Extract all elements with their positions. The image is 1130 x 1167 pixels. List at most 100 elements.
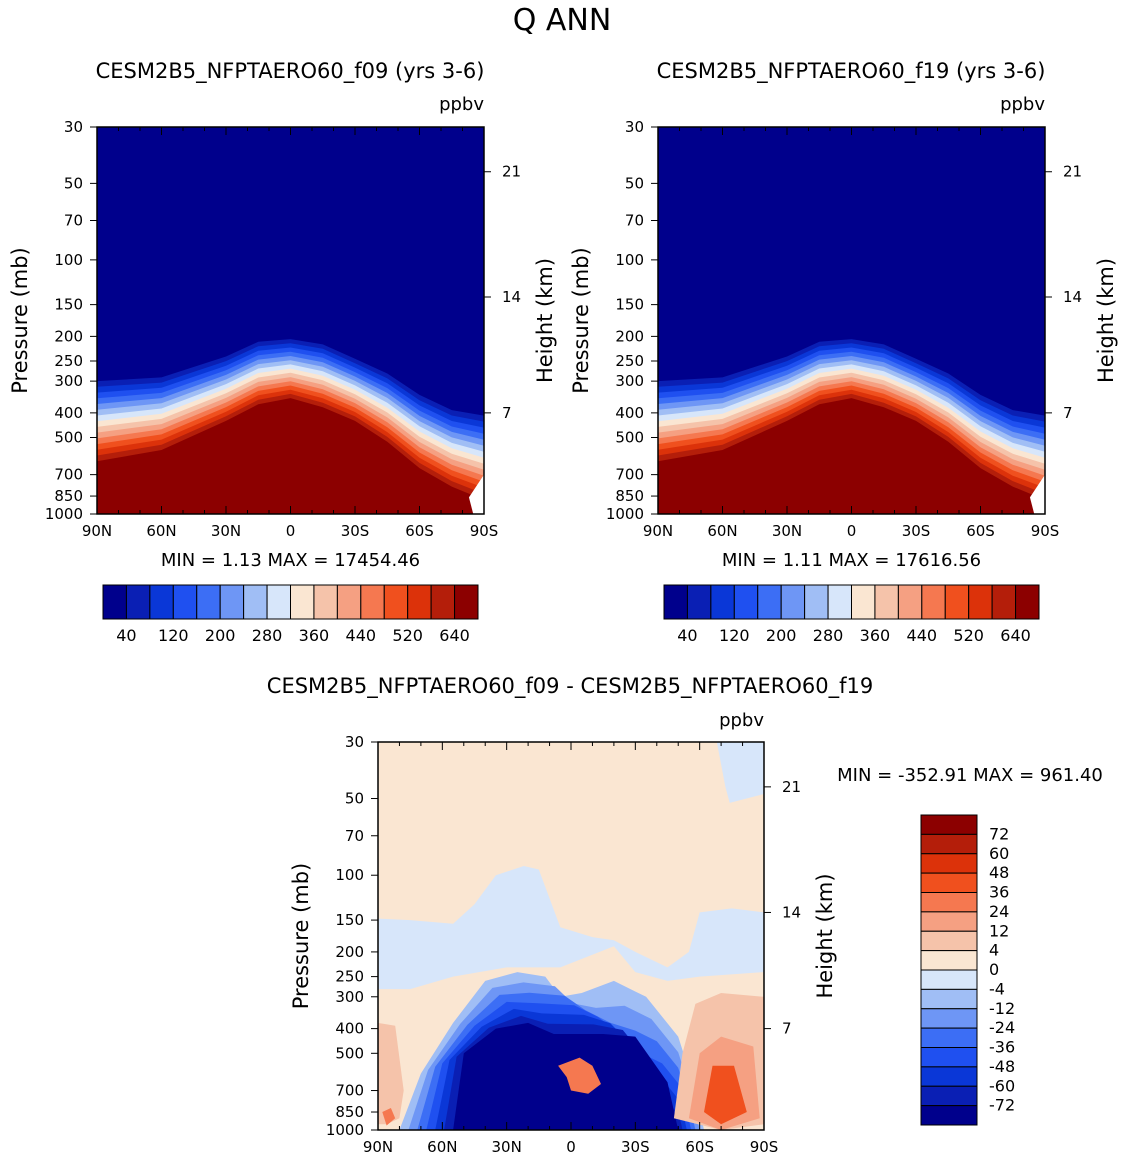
- colorbar-label: 280: [252, 626, 283, 645]
- y-axis-title: Pressure (mb): [8, 247, 32, 394]
- colorbar-label: 40: [116, 626, 136, 645]
- contour-level: [97, 398, 484, 514]
- y-tick-label: 400: [335, 1020, 364, 1038]
- y-tick-label: 300: [335, 988, 364, 1006]
- colorbar-box: [219, 584, 245, 620]
- colorbar-box: [710, 584, 735, 620]
- contour-level: [658, 398, 1045, 514]
- units-label: ppbv: [1000, 94, 1045, 115]
- y-tick-label: 50: [625, 174, 644, 192]
- y-tick-label: 150: [54, 296, 83, 314]
- y-tick-label: 500: [615, 429, 644, 447]
- height-tick-label: 21: [782, 778, 801, 796]
- y-tick-label: 100: [54, 251, 83, 269]
- colorbar-box: [851, 584, 876, 620]
- colorbar-box: [313, 584, 338, 620]
- colorbar-box: [920, 1105, 978, 1126]
- panel-title: CESM2B5_NFPTAERO60_f09 (yrs 3-6): [96, 59, 485, 84]
- y-tick-label: 700: [335, 1082, 364, 1100]
- colorbar-box: [290, 584, 315, 620]
- height-tick-label: 21: [502, 163, 521, 181]
- colorbar-label: 4: [989, 941, 999, 960]
- colorbar-label: 440: [346, 626, 377, 645]
- height-tick-label: 7: [502, 404, 512, 422]
- missing-data: [1029, 474, 1045, 514]
- y-tick-label: 30: [345, 733, 364, 751]
- colorbar-box: [920, 1027, 978, 1048]
- colorbar-label: 24: [989, 902, 1009, 921]
- colorbar-box: [874, 584, 899, 620]
- panel-right: CESM2B5_NFPTAERO60_f19 (yrs 3-6) ppbv 90N 6…: [569, 59, 1118, 645]
- y-tick-label: 400: [615, 404, 644, 422]
- x-tick-label: 90N: [82, 522, 112, 540]
- colorbar-box: [804, 584, 829, 620]
- contour-field: [97, 127, 484, 514]
- right-axis-title: Height (km): [1094, 258, 1118, 383]
- colorbar-label: 200: [766, 626, 797, 645]
- right-axis-title: Height (km): [813, 873, 837, 998]
- x-tick-label: 0: [286, 522, 296, 540]
- stats-text: MIN = 1.13 MAX = 17454.46: [161, 550, 420, 571]
- x-tick-label: 30S: [902, 522, 931, 540]
- y-tick-label: 50: [345, 790, 364, 808]
- x-tick-label: 90S: [750, 1138, 779, 1156]
- colorbar-box: [920, 930, 978, 952]
- colorbar-label: 0: [989, 960, 999, 979]
- y-tick-label: 250: [335, 968, 364, 986]
- colorbar-box: [921, 584, 946, 620]
- colorbar-box: [920, 833, 978, 855]
- y-tick-label: 100: [335, 866, 364, 884]
- y-tick-label: 500: [54, 429, 83, 447]
- x-tick-label: 30N: [211, 522, 241, 540]
- colorbar-box: [920, 1047, 978, 1068]
- colorbar-label: -60: [989, 1076, 1015, 1095]
- colorbar-label: -72: [989, 1096, 1015, 1115]
- units-label: ppbv: [439, 94, 484, 115]
- figure-title: Q ANN: [513, 3, 612, 38]
- colorbar-box: [897, 584, 923, 620]
- colorbar-box: [336, 584, 362, 620]
- positive-edge: [378, 1022, 404, 1125]
- colorbar-label: 36: [989, 883, 1009, 902]
- contour-field: [378, 742, 764, 1130]
- colorbar-box: [102, 584, 127, 620]
- y-tick-label: 1000: [326, 1121, 364, 1139]
- colorbar-box: [920, 1008, 978, 1029]
- x-tick-label: 30S: [341, 522, 370, 540]
- y-tick-label: 700: [615, 466, 644, 484]
- colorbar-label: -36: [989, 1038, 1015, 1057]
- colorbar-box: [407, 584, 432, 620]
- missing-data: [468, 474, 484, 514]
- colorbar-box: [780, 584, 806, 620]
- negative-contour: [453, 1022, 679, 1130]
- y-tick-label: 100: [615, 251, 644, 269]
- panel-diff: CESM2B5_NFPTAERO60_f09 - CESM2B5_NFPTAER…: [267, 674, 1103, 1156]
- panel-left: CESM2B5_NFPTAERO60_f09 (yrs 3-6) ppbv 90N 6…: [8, 59, 557, 645]
- colorbar-box: [733, 584, 759, 620]
- colorbar-label: -48: [989, 1057, 1015, 1076]
- colorbar-box: [1015, 584, 1040, 620]
- panel-title: CESM2B5_NFPTAERO60_f19 (yrs 3-6): [657, 59, 1046, 84]
- colorbar-box: [991, 584, 1017, 620]
- y-tick-label: 30: [64, 118, 83, 136]
- y-tick-label: 850: [615, 487, 644, 505]
- y-tick-label: 150: [615, 296, 644, 314]
- x-tick-label: 0: [566, 1138, 576, 1156]
- colorbar-box: [944, 584, 970, 620]
- colorbar-box: [243, 584, 268, 620]
- colorbar-label: 60: [989, 844, 1009, 863]
- y-tick-label: 30: [625, 118, 644, 136]
- colorbar-box: [172, 584, 198, 620]
- colorbar-label: 12: [989, 921, 1009, 940]
- y-tick-label: 200: [335, 943, 364, 961]
- colorbar-box: [196, 584, 221, 620]
- x-tick-label: 60N: [707, 522, 737, 540]
- y-axis-title: Pressure (mb): [569, 247, 593, 394]
- colorbar-label: 360: [860, 626, 891, 645]
- colorbar-box: [827, 584, 852, 620]
- colorbar-box: [920, 853, 978, 874]
- colorbar-label: 640: [439, 626, 470, 645]
- height-tick-label: 14: [1063, 288, 1082, 306]
- colorbar-box: [125, 584, 151, 620]
